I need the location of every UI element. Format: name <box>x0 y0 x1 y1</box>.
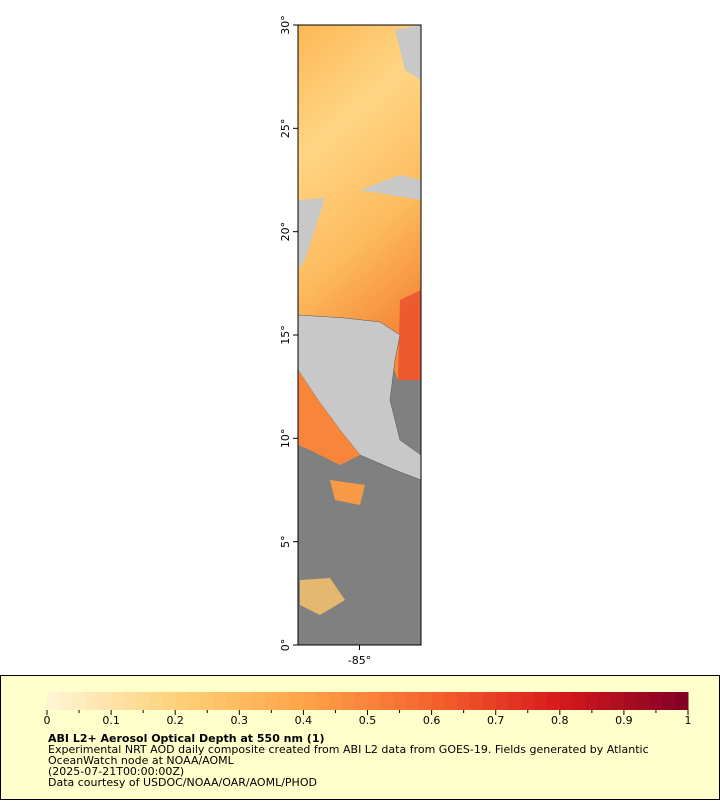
colorbar-step <box>662 692 676 710</box>
colorbar-tick-label: 0.1 <box>102 714 120 727</box>
land <box>298 198 325 270</box>
colorbar-step <box>329 692 343 710</box>
colorbar-tick-label: 0.6 <box>423 714 441 727</box>
y-tick-label: 25° <box>279 119 292 139</box>
colorbar-step <box>418 692 433 710</box>
colorbar-step <box>546 692 561 710</box>
colorbar-step <box>649 692 663 710</box>
colorbar-step <box>393 692 407 710</box>
y-tick-label: 5° <box>279 535 292 548</box>
colorbar-tick-label: 1 <box>685 714 692 727</box>
colorbar-step <box>521 692 535 710</box>
colorbar-step <box>213 692 227 710</box>
colorbar-step <box>200 692 215 710</box>
colorbar-tick-label: 0.2 <box>166 714 184 727</box>
colorbar-step <box>457 692 471 710</box>
colorbar-step <box>123 692 138 710</box>
colorbar-step <box>59 692 74 710</box>
colorbar: 0 0.1 0.2 0.3 0.4 0.5 0.6 0.7 0.8 0.9 1 <box>44 692 692 727</box>
colorbar-tick-label: 0.4 <box>295 714 313 727</box>
colorbar-step <box>636 692 651 710</box>
colorbar-step <box>149 692 163 710</box>
y-tick-label: 30° <box>279 15 292 35</box>
colorbar-step <box>226 692 240 710</box>
colorbar-step <box>72 692 86 710</box>
colorbar-tick-label: 0 <box>44 714 51 727</box>
colorbar-step <box>405 692 420 710</box>
colorbar-step <box>495 692 510 710</box>
aod-field <box>298 370 360 465</box>
colorbar-step <box>470 692 484 710</box>
colorbar-step <box>303 692 317 710</box>
y-tick-label: 0° <box>279 639 292 652</box>
land <box>395 25 421 80</box>
aod-field <box>298 25 421 380</box>
caption-line: (2025-07-21T00:00:00Z) <box>48 765 184 778</box>
colorbar-tick-label: 0.3 <box>231 714 249 727</box>
aod-field <box>330 480 365 505</box>
aod-high <box>398 290 421 380</box>
colorbar-step <box>111 692 125 710</box>
colorbar-step <box>354 692 368 710</box>
colorbar-step <box>252 692 266 710</box>
colorbar-step <box>367 692 381 710</box>
colorbar-step <box>162 692 176 710</box>
colorbar-step <box>675 692 689 710</box>
colorbar-step <box>175 692 189 710</box>
caption-line: Experimental NRT AOD daily composite cre… <box>48 743 649 756</box>
caption-line: Data courtesy of USDOC/NOAA/OAR/AOML/PHO… <box>48 776 317 789</box>
colorbar-tick-label: 0.9 <box>615 714 633 727</box>
colorbar-step <box>482 692 497 710</box>
aod-field <box>300 578 345 615</box>
colorbar-step <box>85 692 99 710</box>
y-tick-label: 10° <box>279 429 292 449</box>
colorbar-step <box>264 692 279 710</box>
colorbar-step <box>431 692 445 710</box>
colorbar-step <box>380 692 394 710</box>
colorbar-tick-label: 0.8 <box>551 714 569 727</box>
colorbar-step <box>508 692 522 710</box>
colorbar-step <box>277 692 292 710</box>
caption-title: ABI L2+ Aerosol Optical Depth at 550 nm … <box>48 732 325 745</box>
colorbar-step <box>534 692 548 710</box>
colorbar-step <box>290 692 304 710</box>
colorbar-step <box>611 692 625 710</box>
colorbar-step <box>559 692 574 710</box>
colorbar-step <box>444 692 458 710</box>
map <box>297 24 422 646</box>
colorbar-tick-label: 0.7 <box>487 714 505 727</box>
colorbar-step <box>188 692 202 710</box>
colorbar-step <box>239 692 253 710</box>
colorbar-step <box>136 692 151 710</box>
x-tick-label: -85° <box>348 654 371 667</box>
colorbar-step <box>98 692 112 710</box>
map-axes: 0° 5° 10° 15° 20° 25° 30° -85° <box>279 15 371 667</box>
colorbar-step <box>598 692 612 710</box>
colorbar-tick-label: 0.5 <box>359 714 377 727</box>
colorbar-step <box>341 692 356 710</box>
colorbar-step <box>316 692 330 710</box>
y-tick-label: 15° <box>279 325 292 345</box>
colorbar-step <box>572 692 586 710</box>
land <box>360 175 421 200</box>
colorbar-step <box>47 692 61 710</box>
colorbar-step <box>585 692 599 710</box>
y-tick-label: 20° <box>279 222 292 242</box>
caption-line: OceanWatch node at NOAA/AOML <box>48 754 235 767</box>
colorbar-step <box>623 692 638 710</box>
